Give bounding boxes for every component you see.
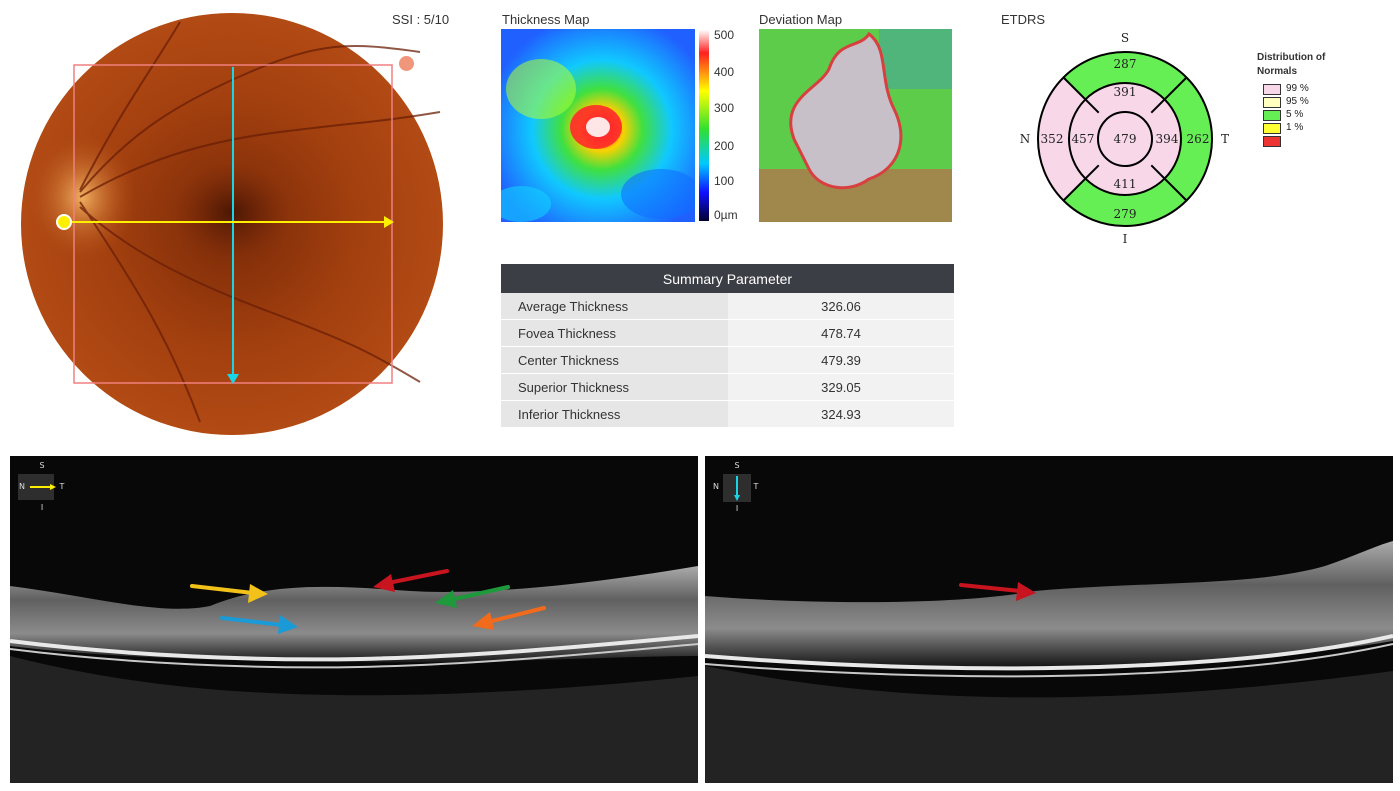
orient-s: S: [734, 461, 739, 470]
rpe-band: [10, 634, 698, 662]
etdrs-value: 262: [1187, 132, 1210, 146]
legend-label: 1 %: [1286, 122, 1304, 133]
legend-swatch: [1263, 84, 1281, 95]
orient-t: T: [59, 482, 65, 491]
legend-label: 5 %: [1286, 109, 1304, 120]
parameter-value: 478.74: [728, 319, 954, 347]
fundus-photo: [21, 13, 443, 435]
orient-t: T: [753, 482, 759, 491]
etdrs-value: 279: [1114, 207, 1137, 221]
blue-arrow: [220, 616, 284, 627]
green-arrow: [448, 585, 510, 602]
scale-tick: 500: [714, 28, 735, 42]
deviation-map: [759, 29, 952, 222]
parameter-value: 324.93: [728, 400, 954, 428]
parameter-label: Inferior Thickness: [501, 400, 728, 428]
legend-item: 95 %: [1263, 96, 1343, 108]
red-arrow: [959, 583, 1022, 593]
retina-layers: [10, 566, 698, 663]
legend-item: 99 %: [1263, 83, 1343, 95]
legend-item: [1263, 136, 1343, 147]
ssi-indicator-dot: [399, 56, 414, 71]
etdrs-value: 391: [1114, 85, 1137, 99]
scale-tick: 200: [714, 139, 735, 153]
etdrs-center: [1097, 111, 1153, 167]
table-row: Superior Thickness 329.05: [501, 373, 954, 401]
scan-start-marker: [56, 214, 72, 230]
parameter-value: 329.05: [728, 373, 954, 401]
legend-label: 99 %: [1286, 83, 1309, 94]
orient-n: N: [713, 482, 719, 491]
table-row: Average Thickness 326.06: [501, 293, 954, 320]
ssi-label: SSI : 5/10: [392, 12, 450, 27]
yellow-arrow: [190, 584, 255, 595]
etdrs-grid: S I N T 287 279 352 262 391 411 457 394 …: [1020, 31, 1229, 246]
summary-parameter-table: Summary Parameter Average Thickness 326.…: [501, 264, 954, 428]
scale-tick: 100: [714, 174, 735, 188]
etdrs-title: ETDRS: [1001, 12, 1046, 27]
parameter-label: Center Thickness: [501, 346, 728, 374]
orient-i: I: [736, 504, 738, 513]
vertical-scan-arrowhead: [227, 374, 239, 384]
etdrs-label-i: I: [1123, 232, 1128, 246]
thickness-map: [501, 29, 695, 222]
etdrs-label-n: N: [1020, 132, 1031, 146]
parameter-label: Superior Thickness: [501, 373, 728, 401]
optic-disc: [27, 132, 137, 262]
retina-layers: [705, 541, 1393, 666]
table-row: Fovea Thickness 478.74: [501, 319, 954, 347]
legend-label: 95 %: [1286, 96, 1309, 107]
oct-bscan-vertical: S I N T: [705, 456, 1393, 783]
legend-item: 5 %: [1263, 109, 1343, 121]
parameter-value: 326.06: [728, 293, 954, 320]
legend-swatch: [1263, 97, 1281, 108]
table-row: Center Thickness 479.39: [501, 346, 954, 374]
legend-swatch: [1263, 123, 1281, 134]
thickness-color-scale: [699, 30, 709, 221]
scale-tick: 400: [714, 65, 735, 79]
etdrs-value: 457: [1072, 132, 1095, 146]
summary-header: Summary Parameter: [501, 264, 954, 293]
etdrs-value: 352: [1041, 132, 1064, 146]
table-row: Inferior Thickness 324.93: [501, 400, 954, 428]
etdrs-value: 394: [1156, 132, 1179, 146]
legend-item: 1 %: [1263, 122, 1343, 134]
orient-s: S: [39, 461, 44, 470]
orient-n: N: [19, 482, 25, 491]
scale-tick: 0µm: [714, 208, 738, 222]
scale-tick: 300: [714, 101, 735, 115]
deviation-map-title: Deviation Map: [759, 12, 843, 27]
oct-bscan-horizontal: S I N T: [10, 456, 698, 783]
horizontal-scan-arrowhead: [384, 216, 394, 228]
orange-arrow: [486, 606, 546, 624]
legend-swatch: [1263, 136, 1281, 147]
legend-swatch: [1263, 110, 1281, 121]
legend-title: Distribution of Normals: [1257, 52, 1326, 77]
parameter-label: Fovea Thickness: [501, 319, 728, 347]
etdrs-value: 411: [1114, 177, 1137, 191]
thickness-map-title: Thickness Map: [502, 12, 590, 27]
etdrs-value: 479: [1114, 132, 1137, 146]
retinal-vessels: [79, 21, 441, 423]
rpe-band: [705, 634, 1393, 671]
etdrs-label-s: S: [1121, 31, 1129, 45]
red-arrow: [386, 569, 449, 585]
orient-i: I: [41, 503, 43, 512]
parameter-value: 479.39: [728, 346, 954, 374]
etdrs-value: 287: [1114, 57, 1137, 71]
etdrs-label-t: T: [1221, 132, 1229, 146]
parameter-label: Average Thickness: [501, 293, 728, 320]
